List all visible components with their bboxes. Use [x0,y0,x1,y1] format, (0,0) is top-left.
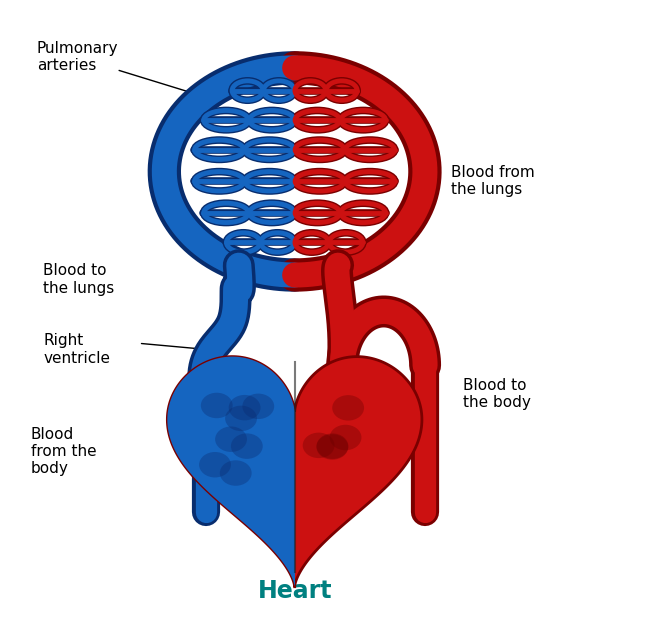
Text: Lungs: Lungs [259,270,330,290]
Ellipse shape [220,460,251,486]
Text: Pulmonary
arteries: Pulmonary arteries [37,40,118,73]
Polygon shape [167,356,422,587]
Polygon shape [167,356,422,587]
Ellipse shape [302,433,335,458]
Ellipse shape [225,406,257,431]
Ellipse shape [199,452,231,478]
Text: Blood
from the
body: Blood from the body [30,426,96,476]
Ellipse shape [332,395,364,421]
Text: Right
ventricle: Right ventricle [43,333,110,366]
Text: Blood to
the lungs: Blood to the lungs [43,263,114,296]
Ellipse shape [317,433,348,459]
Ellipse shape [243,394,274,419]
Text: Heart: Heart [257,580,332,603]
Ellipse shape [231,433,263,459]
Ellipse shape [215,426,247,452]
Ellipse shape [201,393,233,418]
Text: Blood from
the lungs: Blood from the lungs [450,165,534,197]
Text: Blood to
the body: Blood to the body [463,378,531,410]
Ellipse shape [228,395,261,421]
Ellipse shape [317,434,348,460]
Ellipse shape [330,425,362,450]
